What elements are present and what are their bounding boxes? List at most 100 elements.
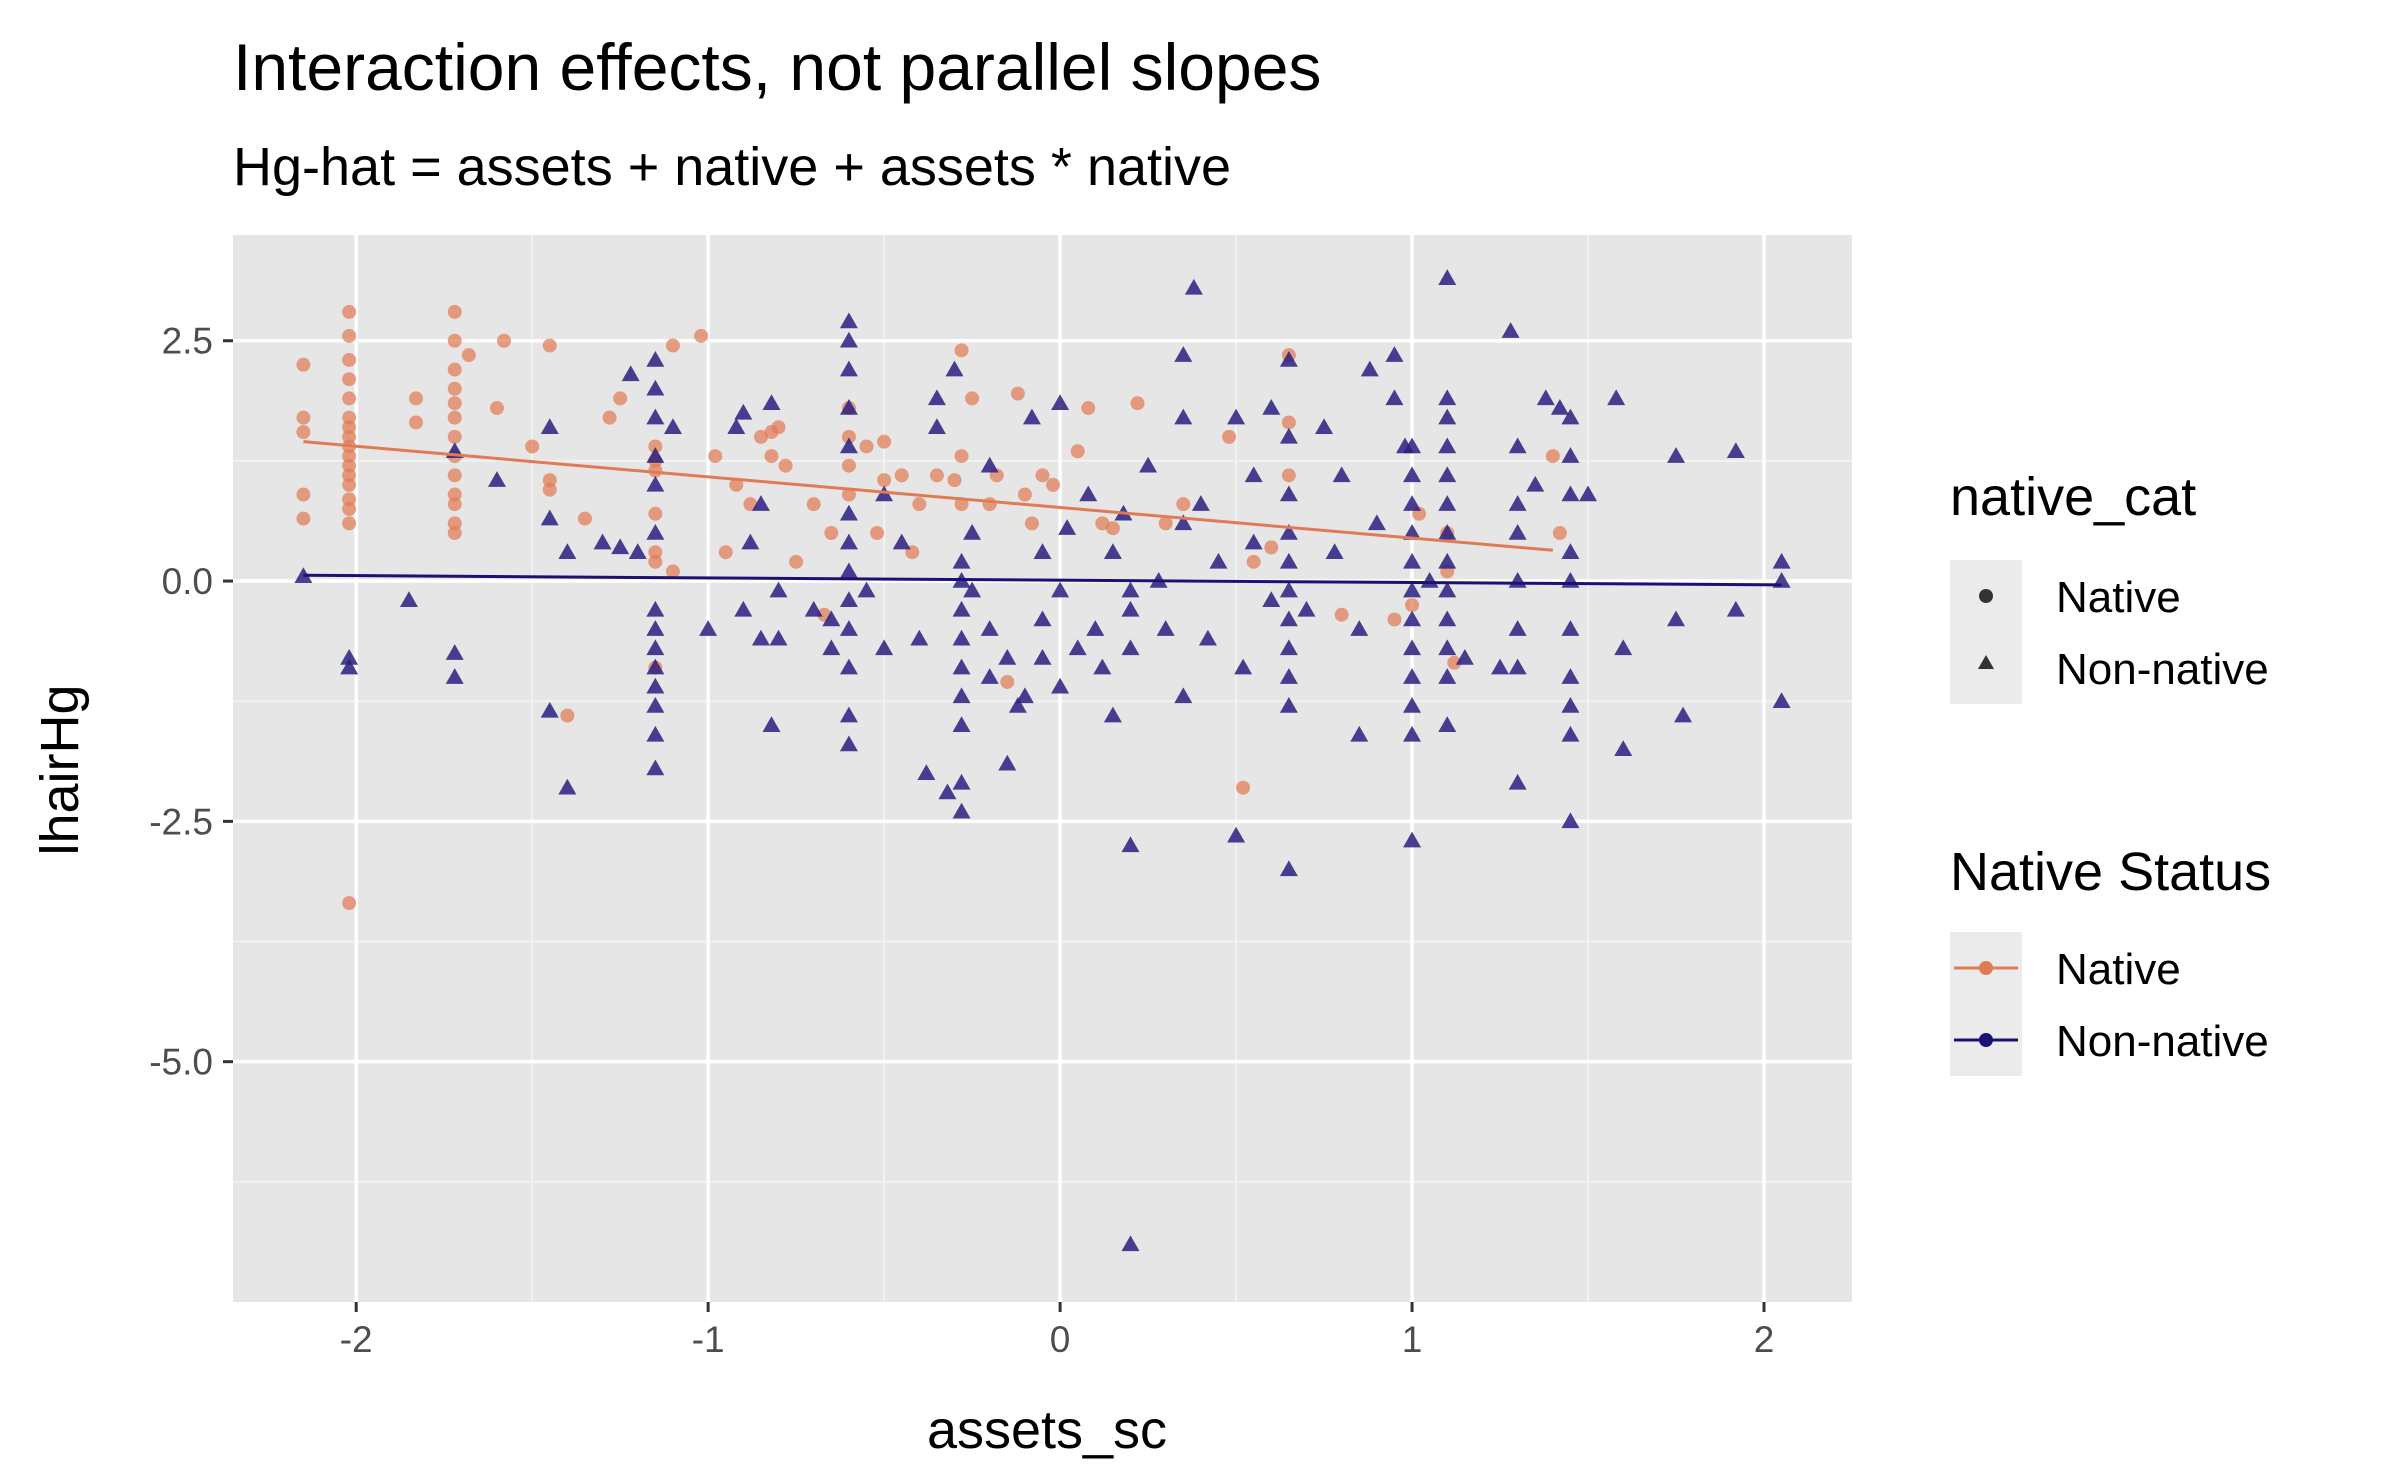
data-point xyxy=(296,512,310,526)
data-point xyxy=(1236,781,1250,795)
legend-native-dot-icon xyxy=(1979,961,1993,975)
data-point xyxy=(448,363,462,377)
y-tick-label: -2.5 xyxy=(149,801,213,842)
legend-color: Native Status Native Non-native xyxy=(1950,842,2271,1076)
data-point xyxy=(895,468,909,482)
chart-title: Interaction effects, not parallel slopes xyxy=(233,30,1321,104)
data-point xyxy=(462,348,476,362)
data-point xyxy=(342,372,356,386)
data-point xyxy=(448,334,462,348)
data-point xyxy=(342,478,356,492)
data-point xyxy=(824,526,838,540)
data-point xyxy=(912,497,926,511)
data-point xyxy=(296,488,310,502)
data-point xyxy=(1071,444,1085,458)
data-point xyxy=(1247,555,1261,569)
data-point xyxy=(603,411,617,425)
data-point xyxy=(448,526,462,540)
legend-label-non-native: Non-native xyxy=(2056,645,2269,694)
legend-label-native-status: Native xyxy=(2056,945,2181,994)
data-point xyxy=(1046,478,1060,492)
data-point xyxy=(560,709,574,723)
data-point xyxy=(543,339,557,353)
x-tick-label: 1 xyxy=(1402,1319,1423,1360)
data-point xyxy=(930,468,944,482)
data-point xyxy=(525,439,539,453)
data-point xyxy=(877,435,891,449)
x-axis: -2 -1 0 1 2 xyxy=(340,1302,1775,1360)
data-point xyxy=(983,497,997,511)
data-point xyxy=(1036,468,1050,482)
data-point xyxy=(779,459,793,473)
data-point xyxy=(877,473,891,487)
data-point xyxy=(764,449,778,463)
chart-subtitle: Hg-hat = assets + native + assets * nati… xyxy=(233,137,1231,197)
legend-key-background xyxy=(1950,560,2022,704)
data-point xyxy=(409,415,423,429)
y-axis-title: lhairHg xyxy=(30,684,90,855)
data-point xyxy=(1264,540,1278,554)
data-point xyxy=(490,401,504,415)
data-point xyxy=(860,439,874,453)
x-tick-label: 2 xyxy=(1754,1319,1775,1360)
data-point xyxy=(1176,497,1190,511)
data-point xyxy=(578,512,592,526)
data-point xyxy=(719,545,733,559)
data-point xyxy=(708,449,722,463)
legend-title-native-cat: native_cat xyxy=(1950,467,2196,527)
data-point xyxy=(409,391,423,405)
data-point xyxy=(342,391,356,405)
data-point xyxy=(807,497,821,511)
data-point xyxy=(448,382,462,396)
data-point xyxy=(342,502,356,516)
data-point xyxy=(448,396,462,410)
x-tick-label: -1 xyxy=(692,1319,725,1360)
data-point xyxy=(448,430,462,444)
data-point xyxy=(1546,449,1560,463)
data-point xyxy=(448,305,462,319)
legend-key-background xyxy=(1950,932,2022,1076)
y-tick-label: 0.0 xyxy=(162,561,213,602)
data-point xyxy=(1553,526,1567,540)
y-tick-label: 2.5 xyxy=(162,321,213,362)
legend-label-non-native-status: Non-native xyxy=(2056,1017,2269,1066)
data-point xyxy=(497,334,511,348)
data-point xyxy=(1106,521,1120,535)
legend-circle-icon xyxy=(1979,589,1993,603)
data-point xyxy=(870,526,884,540)
data-point xyxy=(342,305,356,319)
data-point xyxy=(648,507,662,521)
data-point xyxy=(955,343,969,357)
data-point xyxy=(342,329,356,343)
data-point xyxy=(1282,415,1296,429)
data-point xyxy=(1018,488,1032,502)
data-point xyxy=(1000,675,1014,689)
data-point xyxy=(448,411,462,425)
data-point xyxy=(296,358,310,372)
data-point xyxy=(965,391,979,405)
data-point xyxy=(296,411,310,425)
data-point xyxy=(448,468,462,482)
data-point xyxy=(948,473,962,487)
data-point xyxy=(342,353,356,367)
data-point xyxy=(543,483,557,497)
data-point xyxy=(448,497,462,511)
data-point xyxy=(955,449,969,463)
data-point xyxy=(1025,516,1039,530)
data-point xyxy=(789,555,803,569)
y-axis: 2.5 0.0 -2.5 -5.0 xyxy=(149,321,233,1083)
data-point xyxy=(342,516,356,530)
x-tick-label: 0 xyxy=(1050,1319,1071,1360)
data-point xyxy=(666,339,680,353)
data-point xyxy=(613,391,627,405)
legend-non-native-dot-icon xyxy=(1979,1033,1993,1047)
data-point xyxy=(694,329,708,343)
data-point xyxy=(1131,396,1145,410)
data-point xyxy=(648,555,662,569)
data-point xyxy=(296,425,310,439)
y-tick-label: -5.0 xyxy=(149,1042,213,1083)
data-point xyxy=(1081,401,1095,415)
data-point xyxy=(842,459,856,473)
legend-title-native-status: Native Status xyxy=(1950,842,2271,902)
